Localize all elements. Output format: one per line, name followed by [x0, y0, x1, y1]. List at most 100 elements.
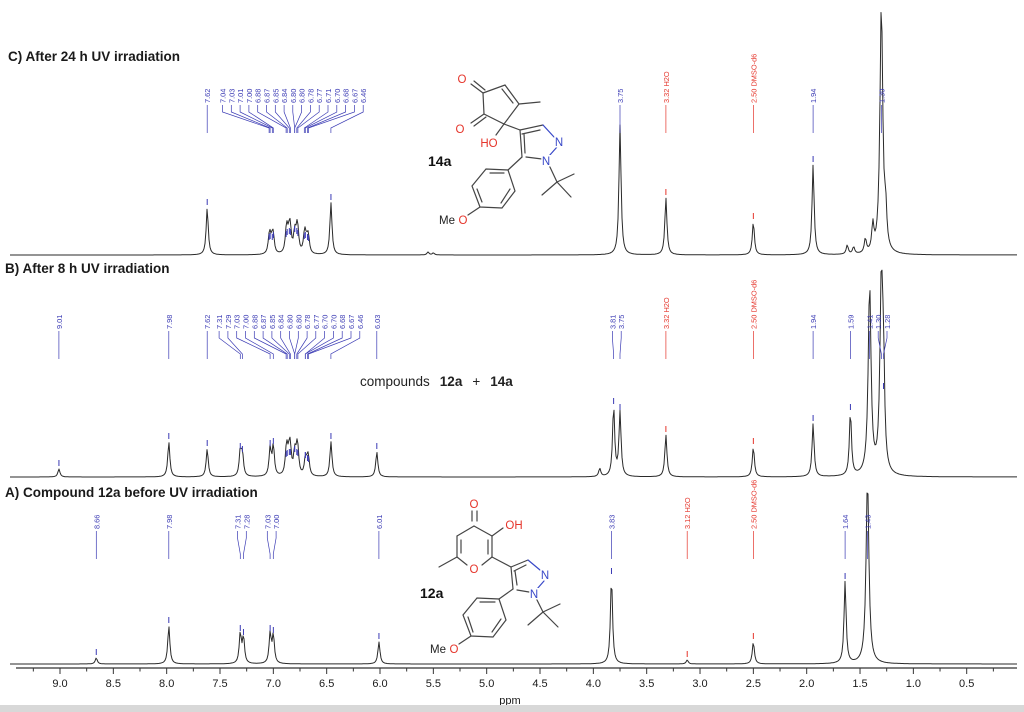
- peak-label: 1.41: [865, 315, 874, 329]
- atom-o-me: O: [459, 215, 468, 227]
- peak-label-leader: [218, 331, 241, 359]
- atom-oh: OH: [505, 520, 522, 532]
- axis-tick-label: 4.0: [586, 678, 601, 690]
- spectrum-trace: [10, 269, 1017, 478]
- peak-label: 6.70: [321, 315, 330, 329]
- atom-o-top: O: [458, 74, 467, 86]
- atom-o-bottom: O: [456, 124, 465, 136]
- peak-label-leader: [304, 331, 334, 359]
- peak-label-leader: [239, 105, 273, 133]
- peak-label: 7.00: [242, 315, 251, 329]
- structure-12a: O OH O N N Me O 12a: [419, 498, 561, 658]
- axis-tick-label: 6.5: [319, 678, 334, 690]
- peak-label: 6.80: [286, 315, 295, 329]
- atom-o-top: O: [470, 499, 479, 511]
- peak-label: 6.70: [333, 89, 342, 103]
- peak-label: 6.88: [254, 89, 263, 103]
- peak-label-leader: [230, 105, 271, 133]
- peak-label: 1.30: [874, 315, 883, 329]
- peak-label-leader: [883, 331, 888, 359]
- atom-n-bottom: N: [542, 156, 550, 168]
- peak-label-leader: [308, 105, 355, 133]
- peak-label-leader: [222, 105, 270, 133]
- axis-tick-label: 5.5: [426, 678, 441, 690]
- peak-label: 1.30: [877, 89, 886, 103]
- axis-tick-label: 8.5: [106, 678, 121, 690]
- axis-tick-label: 7.5: [212, 678, 227, 690]
- peak-label: 6.78: [306, 89, 315, 103]
- peak-label: 1.94: [809, 89, 818, 103]
- axis-tick-label: 3.0: [692, 678, 707, 690]
- peak-label-leader: [297, 331, 317, 359]
- peak-label-leader: [274, 105, 290, 133]
- peak-label: 2.50 DMSO-d6: [749, 480, 758, 529]
- annotation-compound-14a: 14a: [490, 374, 513, 389]
- peak-label-leader: [294, 331, 299, 359]
- peak-label-leader: [236, 331, 271, 359]
- axis-tick-label: 2.0: [799, 678, 814, 690]
- peak-label-leader: [237, 531, 241, 559]
- peak-label-leader: [304, 105, 338, 133]
- peak-label-leader: [227, 331, 243, 359]
- peak-label: 6.88: [250, 315, 259, 329]
- peak-label: 7.03: [263, 515, 272, 529]
- spectrum-trace: [10, 12, 1017, 256]
- panel-b-spectrum: 9.01 7.98 7.62 7.31 7.29 7.03 7.00 6.88 6.87 6.85…: [10, 269, 1017, 478]
- atom-n-right: N: [541, 570, 549, 582]
- atom-o-ring: O: [470, 564, 479, 576]
- peak-label: 6.85: [268, 315, 277, 329]
- peak-label: 2.50 DMSO-d6: [749, 54, 758, 103]
- peak-label-leader: [330, 331, 361, 359]
- peak-label: 6.68: [338, 315, 347, 329]
- peak-label: 8.66: [92, 515, 101, 529]
- panel-c-title: C) After 24 h UV irradiation: [8, 49, 181, 64]
- annotation-prefix: compounds: [360, 374, 430, 389]
- peak-label: 6.77: [315, 89, 324, 103]
- peak-label-leader: [262, 331, 288, 359]
- peak-label: 6.03: [373, 315, 382, 329]
- peak-label: 3.12 H2O: [683, 497, 692, 529]
- peak-label: 1.59: [846, 315, 855, 329]
- axis-tick-label: 7.0: [266, 678, 281, 690]
- peak-label: 6.87: [259, 315, 268, 329]
- peak-label-leader: [248, 105, 274, 133]
- axis-tick-label: 1.5: [852, 678, 867, 690]
- spectrum-trace: [10, 492, 1017, 665]
- axis-tick-label: 6.0: [372, 678, 387, 690]
- peak-label-leader: [612, 331, 614, 359]
- compound-label-14a: 14a: [428, 153, 452, 169]
- peak-label: 7.98: [165, 515, 174, 529]
- peak-label: 3.83: [608, 515, 617, 529]
- peak-label-leader: [307, 105, 346, 133]
- peak-label: 6.80: [289, 89, 298, 103]
- peak-label: 7.62: [203, 315, 212, 329]
- peak-label: 1.64: [841, 515, 850, 529]
- atom-n-bottom: N: [530, 589, 538, 601]
- axis-tick-label: 4.5: [532, 678, 547, 690]
- peak-label: 9.01: [55, 315, 64, 329]
- axis-tick-label: 9.0: [52, 678, 67, 690]
- peak-label: 7.01: [236, 89, 245, 103]
- peak-label-leader: [294, 105, 302, 133]
- peak-label: 6.80: [294, 315, 303, 329]
- peak-label-leader: [619, 331, 622, 359]
- peak-label: 7.00: [272, 515, 281, 529]
- atom-o-me: O: [450, 644, 459, 656]
- peak-label-leader: [296, 105, 311, 133]
- axis-tick-label: 3.5: [639, 678, 654, 690]
- peak-label: 7.04: [219, 89, 228, 103]
- peak-label: 6.01: [375, 515, 384, 529]
- peak-label: 2.50 DMSO-d6: [749, 280, 758, 329]
- axis-tick-label: 5.0: [479, 678, 494, 690]
- peak-label-leader: [330, 105, 364, 133]
- axis-tick-label: 0.5: [959, 678, 974, 690]
- peak-label: 6.46: [359, 89, 368, 103]
- peak-label-leader: [283, 105, 291, 133]
- atom-n-right: N: [555, 137, 563, 149]
- peak-label: 6.87: [263, 89, 272, 103]
- peak-label: 1.28: [883, 315, 892, 329]
- peak-label-leader: [303, 105, 329, 133]
- peak-label: 7.62: [203, 89, 212, 103]
- peak-label: 6.80: [298, 89, 307, 103]
